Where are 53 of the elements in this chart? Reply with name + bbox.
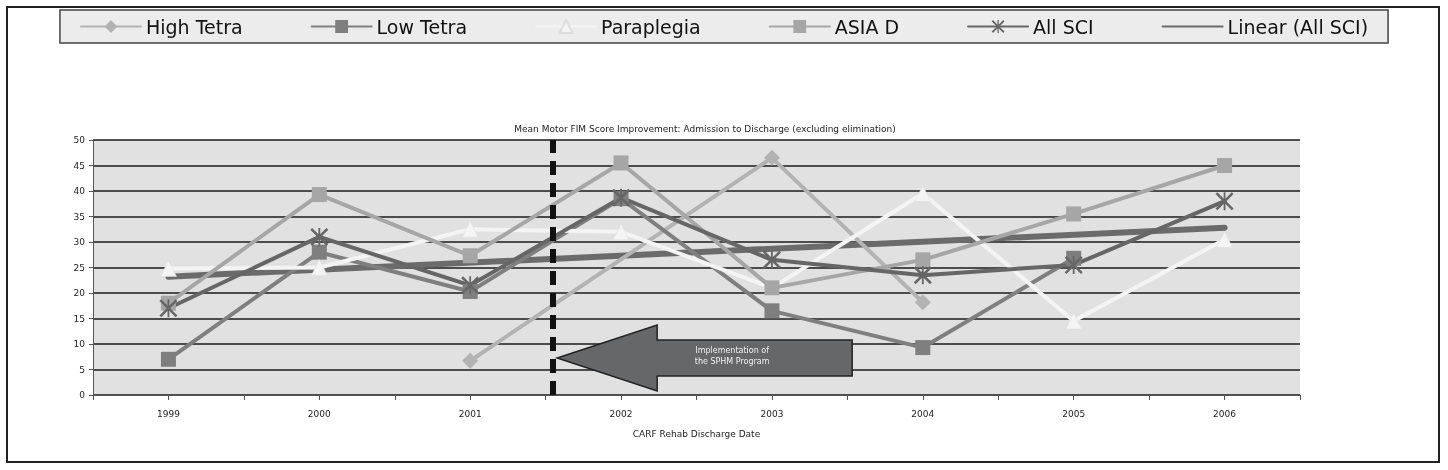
point [914,294,931,311]
legend-label: Paraplegia [601,15,701,38]
y-tick-label: 30 [73,237,86,247]
legend-label: Low Tetra [376,15,468,38]
legend-label: High Tetra [145,15,243,38]
point [1064,255,1083,274]
y-tick-label: 35 [73,211,85,222]
point [310,227,329,246]
point [915,252,931,268]
point [613,155,629,171]
x-tick-label: 1999 [156,408,181,419]
point [913,266,932,285]
y-tick-label: 5 [79,364,85,375]
y-tick-label: 40 [73,186,86,196]
point [311,187,327,203]
legend-label: Linear (All SCI) [1227,15,1369,38]
point [160,260,177,277]
point [763,149,780,166]
y-tick-label: 50 [73,135,86,145]
x-tick-label: 2005 [1062,408,1086,419]
point [762,250,781,269]
point [1216,231,1233,248]
point [160,351,176,367]
point [462,352,479,369]
point [1217,158,1233,173]
y-tick-label: 10 [73,339,86,349]
annotation: Implementation of the SPHM Program [694,346,770,367]
x-tick-label: 2002 [609,408,633,419]
x-tick-label: 2003 [760,408,784,419]
point [914,185,932,202]
x-tick-label: 2000 [307,408,332,419]
point [1066,206,1082,222]
x-axis-title: CARF Rehab Discharge Date [632,428,761,439]
point [1215,192,1234,211]
point [1065,312,1082,330]
legend-label: ASIA D [834,15,900,38]
x-tick-label: 2006 [1213,408,1237,419]
y-tick-label: 25 [73,262,85,273]
point [764,303,780,319]
point [612,223,630,241]
y-tick-label: 45 [73,160,85,171]
point [915,340,931,356]
legend-label: All SCI [1033,15,1094,38]
chart-title: Mean Motor FIM Score Improvement: Admission to Discharge (excluding elimination) [514,123,896,134]
point [461,276,480,295]
point [311,259,328,276]
point [462,248,478,264]
x-tick-label: 2004 [911,408,935,419]
x-tick-label: 2001 [458,408,482,419]
point [311,244,327,260]
y-tick-label: 20 [73,288,86,298]
y-tick-label: 0 [79,390,86,400]
y-tick-label: 15 [73,313,85,324]
